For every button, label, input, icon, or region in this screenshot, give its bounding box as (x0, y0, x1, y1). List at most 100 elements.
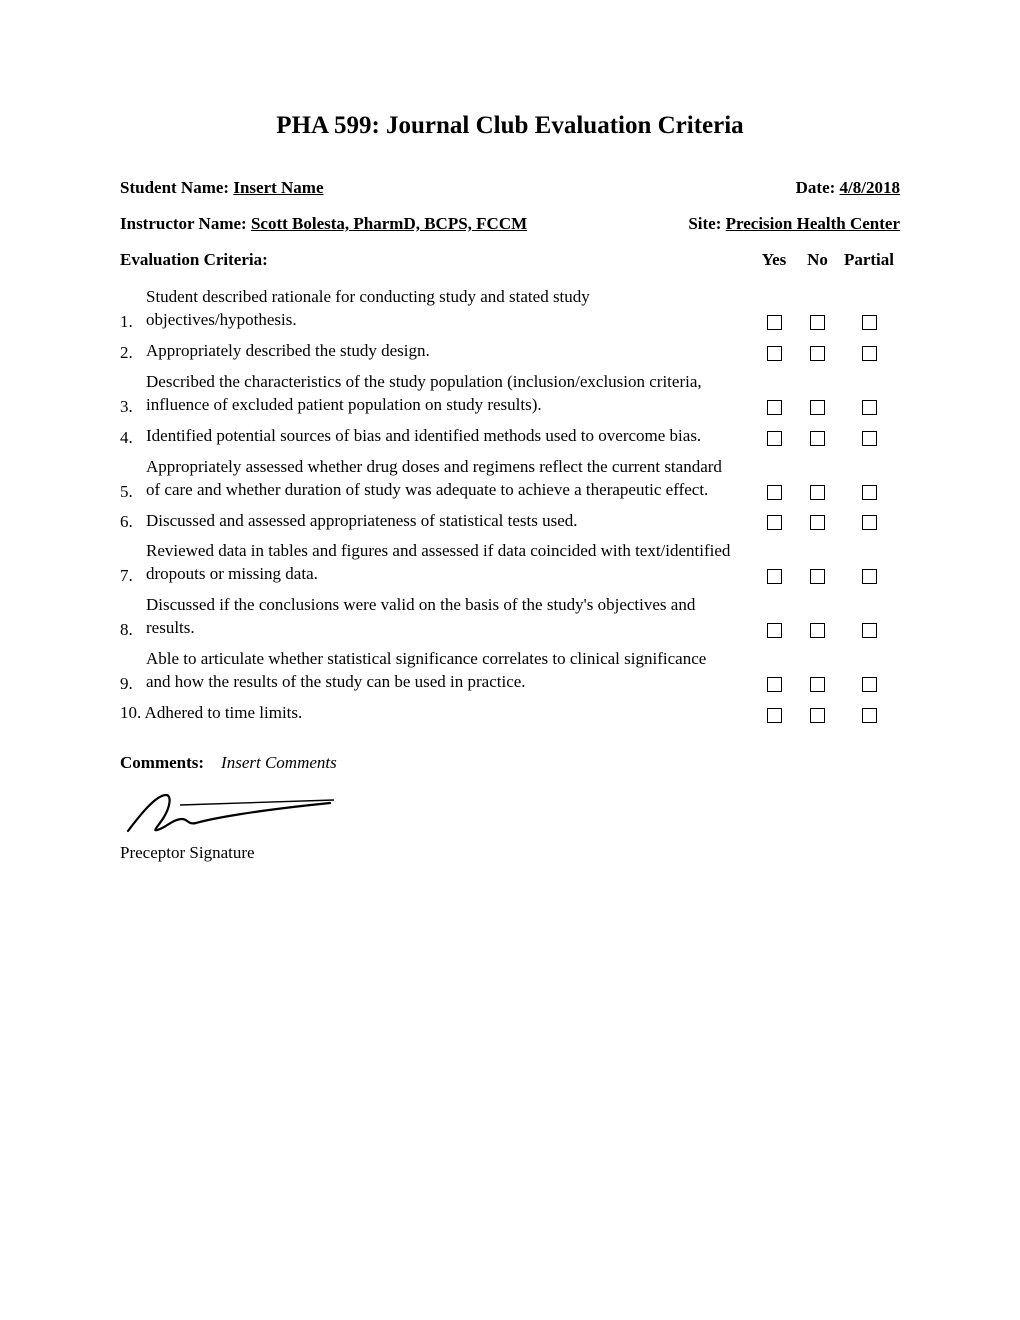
criterion-row: 4.Identified potential sources of bias a… (120, 425, 900, 448)
checkbox-no[interactable] (810, 708, 825, 723)
checkbox-no[interactable] (810, 515, 825, 530)
checkbox-no-wrap (797, 515, 838, 530)
student-name-label: Student Name: (120, 178, 229, 197)
checkbox-yes[interactable] (767, 400, 782, 415)
checkbox-partial[interactable] (862, 400, 877, 415)
checkbox-partial[interactable] (862, 485, 877, 500)
checkbox-partial-wrap (838, 708, 900, 723)
criterion-number: 6. (120, 511, 146, 532)
checkbox-partial[interactable] (862, 569, 877, 584)
checkbox-partial-wrap (838, 623, 900, 638)
instructor-name-field: Instructor Name: Scott Bolesta, PharmD, … (120, 214, 527, 234)
criterion-checkboxes (751, 677, 900, 694)
criterion-text: Identified potential sources of bias and… (146, 425, 751, 448)
checkbox-yes[interactable] (767, 623, 782, 638)
checkbox-yes-wrap (751, 431, 797, 446)
checkbox-partial-wrap (838, 515, 900, 530)
checkbox-no[interactable] (810, 315, 825, 330)
criterion-checkboxes (751, 569, 900, 586)
checkbox-yes-wrap (751, 515, 797, 530)
site-value: Precision Health Center (726, 214, 900, 233)
criterion-text: Reviewed data in tables and figures and … (146, 540, 751, 586)
checkbox-yes-wrap (751, 677, 797, 692)
column-no-label: No (797, 250, 838, 270)
checkbox-no-wrap (797, 677, 838, 692)
student-date-row: Student Name: Insert Name Date: 4/8/2018 (120, 178, 900, 198)
checkbox-no[interactable] (810, 677, 825, 692)
criterion-text: Able to articulate whether statistical s… (146, 648, 751, 694)
checkbox-partial-wrap (838, 431, 900, 446)
instructor-name-label: Instructor Name: (120, 214, 247, 233)
criterion-text: Student described rationale for conducti… (146, 286, 751, 332)
checkbox-yes[interactable] (767, 708, 782, 723)
checkbox-yes[interactable] (767, 677, 782, 692)
comments-section: Comments: Insert Comments (120, 753, 900, 773)
checkbox-partial[interactable] (862, 515, 877, 530)
checkbox-yes-wrap (751, 315, 797, 330)
criterion-text: Appropriately described the study design… (146, 340, 751, 363)
instructor-name-value: Scott Bolesta, PharmD, BCPS, FCCM (251, 214, 527, 233)
comments-label: Comments: (120, 753, 204, 772)
checkbox-yes[interactable] (767, 346, 782, 361)
checkbox-partial[interactable] (862, 431, 877, 446)
criterion-number: 9. (120, 673, 146, 694)
checkbox-no-wrap (797, 431, 838, 446)
criteria-header-row: Evaluation Criteria: Yes No Partial (120, 250, 900, 270)
criterion-row: 1.Student described rationale for conduc… (120, 286, 900, 332)
checkbox-partial[interactable] (862, 315, 877, 330)
site-field: Site: Precision Health Center (688, 214, 900, 234)
criterion-number: 1. (120, 311, 146, 332)
column-yes-label: Yes (751, 250, 797, 270)
checkbox-yes[interactable] (767, 515, 782, 530)
checkbox-partial[interactable] (862, 346, 877, 361)
criterion-number: 2. (120, 342, 146, 363)
criterion-text: Discussed and assessed appropriateness o… (146, 510, 751, 533)
criterion-checkboxes (751, 708, 900, 725)
checkbox-yes-wrap (751, 569, 797, 584)
signature-icon (120, 787, 340, 837)
criterion-checkboxes (751, 431, 900, 448)
checkbox-yes[interactable] (767, 315, 782, 330)
comments-value: Insert Comments (221, 753, 337, 772)
criterion-checkboxes (751, 485, 900, 502)
checkbox-no[interactable] (810, 485, 825, 500)
criterion-checkboxes (751, 515, 900, 532)
student-name-field: Student Name: Insert Name (120, 178, 324, 198)
checkbox-partial[interactable] (862, 623, 877, 638)
date-value: 4/8/2018 (840, 178, 900, 197)
checkbox-partial[interactable] (862, 708, 877, 723)
criterion-row: 2.Appropriately described the study desi… (120, 340, 900, 363)
checkbox-yes[interactable] (767, 431, 782, 446)
date-label: Date: (796, 178, 836, 197)
checkbox-no[interactable] (810, 569, 825, 584)
checkbox-yes-wrap (751, 623, 797, 638)
criterion-number: 5. (120, 481, 146, 502)
checkbox-partial-wrap (838, 400, 900, 415)
criterion-row: 7.Reviewed data in tables and figures an… (120, 540, 900, 586)
checkbox-no-wrap (797, 485, 838, 500)
criterion-checkboxes (751, 623, 900, 640)
checkbox-yes[interactable] (767, 569, 782, 584)
checkbox-no-wrap (797, 623, 838, 638)
checkbox-partial[interactable] (862, 677, 877, 692)
checkbox-yes-wrap (751, 400, 797, 415)
checkbox-no-wrap (797, 400, 838, 415)
column-partial-label: Partial (838, 250, 900, 270)
criterion-text: Discussed if the conclusions were valid … (146, 594, 751, 640)
site-label: Site: (688, 214, 721, 233)
checkbox-no[interactable] (810, 400, 825, 415)
student-name-value: Insert Name (233, 178, 323, 197)
checkbox-no[interactable] (810, 431, 825, 446)
criterion-number: 7. (120, 565, 146, 586)
checkbox-no[interactable] (810, 346, 825, 361)
criterion-number: 3. (120, 396, 146, 417)
checkbox-no[interactable] (810, 623, 825, 638)
criterion-number: 4. (120, 427, 146, 448)
criterion-checkboxes (751, 346, 900, 363)
checkbox-no-wrap (797, 569, 838, 584)
column-headers: Yes No Partial (751, 250, 900, 270)
checkbox-no-wrap (797, 346, 838, 361)
checkbox-yes-wrap (751, 708, 797, 723)
criterion-row: 9.Able to articulate whether statistical… (120, 648, 900, 694)
checkbox-yes[interactable] (767, 485, 782, 500)
